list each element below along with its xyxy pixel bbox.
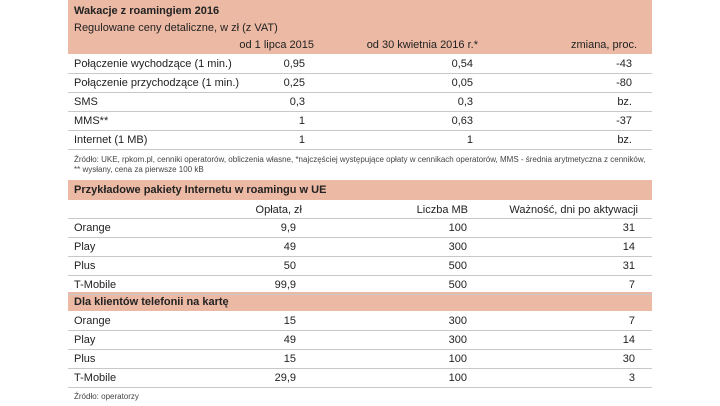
text: 15 <box>283 353 296 365</box>
text: -43 <box>616 58 632 70</box>
text: Wakacje z roamingiem 2016 <box>74 5 220 17</box>
row-separator <box>68 275 652 276</box>
text: SMS <box>74 96 98 108</box>
text: 99,9 <box>274 279 296 291</box>
text: 31 <box>622 222 635 234</box>
text: od 30 kwietnia 2016 r.* <box>366 39 478 51</box>
text: Internet (1 MB) <box>74 134 148 146</box>
text: 0,54 <box>451 58 473 70</box>
text: 500 <box>448 260 467 272</box>
text: 0,95 <box>283 58 305 70</box>
text: 0,3 <box>457 96 473 108</box>
text: MMS** <box>74 115 109 127</box>
text: Źródło: UKE, rpkom.pl, cenniki operatoró… <box>74 155 646 164</box>
row-separator <box>68 368 652 369</box>
text: 0,63 <box>451 115 473 127</box>
text: Plus <box>74 353 96 365</box>
row-separator <box>68 237 652 238</box>
text: 1 <box>298 115 305 127</box>
text: bz. <box>617 96 632 108</box>
text: 14 <box>622 241 635 253</box>
text: 3 <box>628 372 635 384</box>
row-separator <box>68 349 652 350</box>
row-separator <box>68 130 652 131</box>
text: 0,25 <box>283 77 305 89</box>
text: Orange <box>74 222 111 234</box>
text: 300 <box>448 315 467 327</box>
text: 49 <box>283 334 296 346</box>
text: 300 <box>448 334 467 346</box>
text: -37 <box>616 115 632 127</box>
text: 100 <box>448 222 467 234</box>
text: Regulowane ceny detaliczne, w zł (z VAT) <box>74 22 278 34</box>
text: Źródło: operatorzy <box>74 392 139 401</box>
text: T-Mobile <box>74 372 117 384</box>
text: 15 <box>283 315 296 327</box>
text: 1 <box>466 134 473 146</box>
text: -80 <box>616 77 632 89</box>
text: Play <box>74 334 96 346</box>
text: Play <box>74 241 96 253</box>
row-separator <box>68 111 652 112</box>
text: 14 <box>622 334 635 346</box>
text: T-Mobile <box>74 279 117 291</box>
text: 31 <box>622 260 635 272</box>
text: Połączenie wychodzące (1 min.) <box>74 58 232 70</box>
text: 7 <box>628 279 635 291</box>
text: bz. <box>617 134 632 146</box>
row-separator <box>68 387 652 388</box>
header-band <box>68 180 652 200</box>
text: 0,3 <box>289 96 305 108</box>
text: 100 <box>448 372 467 384</box>
text: Połączenie przychodzące (1 min.) <box>74 77 240 89</box>
text: Liczba MB <box>416 204 468 216</box>
text: 50 <box>283 260 296 272</box>
text: Orange <box>74 315 111 327</box>
text: 1 <box>298 134 305 146</box>
text: ** wysłany, cena za pierwsze 100 kB <box>74 165 204 174</box>
row-separator <box>68 330 652 331</box>
text: Ważność, dni po aktywacji <box>509 204 638 216</box>
text: Dla klientów telefonii na kartę <box>74 296 229 308</box>
header-band <box>68 0 652 54</box>
text: od 1 lipca 2015 <box>239 39 314 51</box>
text: 29,9 <box>274 372 296 384</box>
text: 500 <box>448 279 467 291</box>
row-separator <box>68 92 652 93</box>
text: Opłata, zł <box>255 204 302 216</box>
row-separator <box>68 218 652 219</box>
text: 49 <box>283 241 296 253</box>
text: Plus <box>74 260 96 272</box>
text: 30 <box>622 353 635 365</box>
row-separator <box>68 73 652 74</box>
text: 0,05 <box>451 77 473 89</box>
row-separator <box>68 149 652 150</box>
text: Przykładowe pakiety Internetu w roamingu… <box>74 184 327 196</box>
text: 7 <box>628 315 635 327</box>
row-separator <box>68 256 652 257</box>
text: 100 <box>448 353 467 365</box>
text: zmiana, proc. <box>570 39 637 51</box>
row-separator <box>68 294 652 295</box>
text: 300 <box>448 241 467 253</box>
section-band <box>68 292 652 311</box>
text: 9,9 <box>280 222 296 234</box>
